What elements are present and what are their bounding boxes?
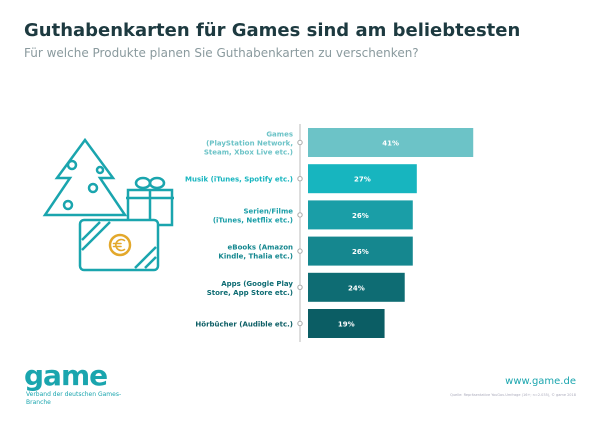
category-label: eBooks (Amazon [228, 244, 293, 252]
tree-ornament-icon [95, 165, 105, 175]
bar [308, 164, 417, 194]
logo-tagline: Verband der deutschen Games-Branche [26, 391, 122, 406]
website-link[interactable]: www.game.de [505, 376, 576, 387]
gift-card-stripe [81, 221, 111, 251]
tree-ornament-icon [66, 159, 78, 171]
bar-group: 41% Games(PlayStation Network,Steam, Xbox… [185, 128, 474, 338]
gift-card-icon [78, 218, 160, 272]
category-label: Kindle, Thalia etc.) [218, 253, 293, 261]
bar [308, 128, 474, 157]
category-label: Steam, Xbox Live etc.) [204, 149, 293, 157]
game-logo: game [24, 359, 108, 392]
gift-bow [134, 176, 152, 190]
axis-marker [297, 248, 303, 254]
gift-card-stripe [134, 246, 157, 269]
bar [308, 236, 413, 266]
tree-ornament-icon [87, 182, 99, 194]
bar [308, 309, 385, 338]
category-label: (iTunes, Netflix etc.) [213, 216, 293, 224]
bar-value-label: 24% [348, 284, 365, 292]
bar [308, 200, 413, 230]
category-label: Hörbücher (Audible etc.) [195, 321, 293, 329]
chart-title: Guthabenkarten für Games sind am beliebt… [24, 20, 521, 41]
category-label: Store, App Store etc.) [207, 289, 293, 297]
tree-ornament-icon [62, 199, 74, 211]
chart-subtitle: Für welche Produkte planen Sie Guthabenk… [24, 46, 419, 60]
gift-bow [148, 176, 166, 190]
axis-marker [297, 176, 303, 182]
category-label: Games [266, 131, 293, 139]
bar-value-label: 27% [354, 176, 371, 184]
axis-marker [297, 212, 303, 218]
axis-marker [297, 284, 303, 290]
category-label: Apps (Google Play [221, 280, 293, 288]
category-label: Serien/Filme [243, 207, 293, 215]
bar-value-label: 26% [352, 212, 369, 220]
category-label: Musik (iTunes, Spotify etc.) [185, 176, 293, 184]
bar-value-label: 41% [382, 140, 399, 148]
axis-marker [297, 320, 303, 327]
gift-card-stripe [81, 221, 101, 241]
bar-value-label: 19% [338, 321, 355, 329]
bar [308, 272, 405, 302]
source-note: Quelle: Repräsentative YouGov-Umfrage (1… [450, 393, 576, 397]
christmas-illustration [42, 137, 174, 272]
bar-value-label: 26% [352, 248, 369, 256]
gift-card-stripe [144, 256, 157, 269]
axis-marker [297, 139, 303, 146]
category-label: (PlayStation Network, [206, 140, 293, 148]
euro-coin-icon [108, 233, 132, 257]
tree-icon [42, 137, 128, 217]
